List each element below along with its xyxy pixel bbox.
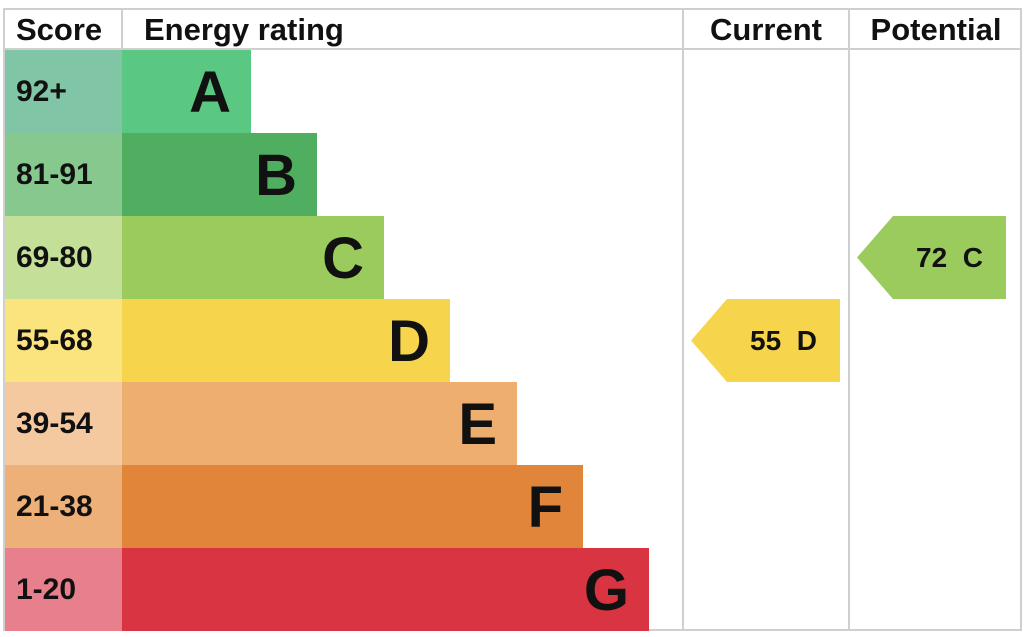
score-range-d: 55-68 [5,299,122,382]
rating-bar-f: F [122,465,583,548]
header-score: Score [16,12,103,47]
rating-bar-e: E [122,382,517,465]
column-divider-rating [682,8,684,631]
rating-bar-g: G [122,548,649,631]
current-rating-arrow: 55 D [691,299,840,382]
header-divider [3,48,1022,50]
current-rating-label: 55 D [750,325,817,356]
score-range-b: 81-91 [5,133,122,216]
potential-rating-label: 72 C [916,242,983,273]
header-energy-rating: Energy rating [144,12,344,47]
score-range-f: 21-38 [5,465,122,548]
potential-rating-arrow: 72 C [857,216,1006,299]
score-range-e: 39-54 [5,382,122,465]
score-range-c: 69-80 [5,216,122,299]
score-range-g: 1-20 [5,548,122,631]
potential-arrow-shape [857,216,1006,299]
score-range-a: 92+ [5,50,122,133]
header-current: Current [710,12,822,47]
rating-bar-d: D [122,299,450,382]
current-arrow-shape [691,299,840,382]
header-potential: Potential [870,12,1002,47]
rating-bar-b: B [122,133,317,216]
rating-bar-c: C [122,216,384,299]
column-divider-current [848,8,850,631]
rating-bar-a: A [122,50,251,133]
